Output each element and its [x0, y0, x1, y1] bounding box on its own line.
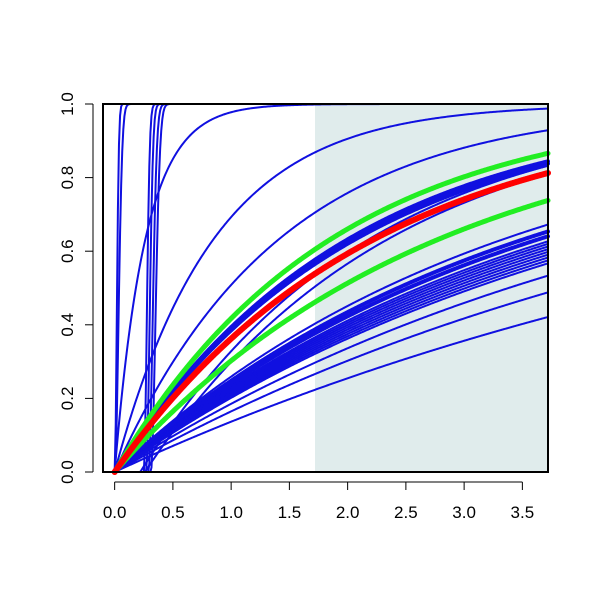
series-line-blue-4 [113, 129, 549, 473]
series-line-blue-14 [113, 223, 549, 473]
x-tick-label: 3.5 [511, 503, 535, 522]
series-line-blue-13 [113, 164, 549, 473]
series-line-green-30 [112, 197, 551, 475]
y-tick-label: 0.6 [58, 239, 77, 263]
x-tick-label: 0.0 [103, 503, 127, 522]
y-tick-label: 0.4 [58, 313, 77, 337]
x-tick-label: 3.0 [452, 503, 476, 522]
x-tick-label: 1.5 [278, 503, 302, 522]
x-tick-label: 1.0 [219, 503, 243, 522]
series-line-green-29 [112, 150, 551, 475]
series-line-red-31 [111, 170, 551, 475]
series-line-blue-28 [113, 315, 549, 473]
series-line-blue-3 [113, 107, 549, 473]
series-line-blue-12 [112, 161, 550, 474]
x-tick-label: 0.5 [161, 503, 185, 522]
x-tick-label: 2.0 [336, 503, 360, 522]
plot-frame [102, 103, 549, 473]
series-line-blue-27 [113, 291, 549, 473]
y-tick-label: 0.0 [58, 460, 77, 484]
series-line-blue-25 [113, 262, 549, 473]
y-tick-label: 0.8 [58, 166, 77, 190]
x-axis: 0.0 0.5 1.0 1.5 2.0 2.5 3.0 3.5 [103, 481, 535, 522]
x-tick-label: 2.5 [394, 503, 418, 522]
y-axis: 0.0 0.2 0.4 0.6 0.8 1.0 [58, 92, 94, 484]
y-tick-label: 0.2 [58, 387, 77, 411]
series-line-blue-16 [112, 234, 550, 474]
y-tick-label: 1.0 [58, 92, 77, 116]
series-line-blue-26 [113, 274, 549, 473]
